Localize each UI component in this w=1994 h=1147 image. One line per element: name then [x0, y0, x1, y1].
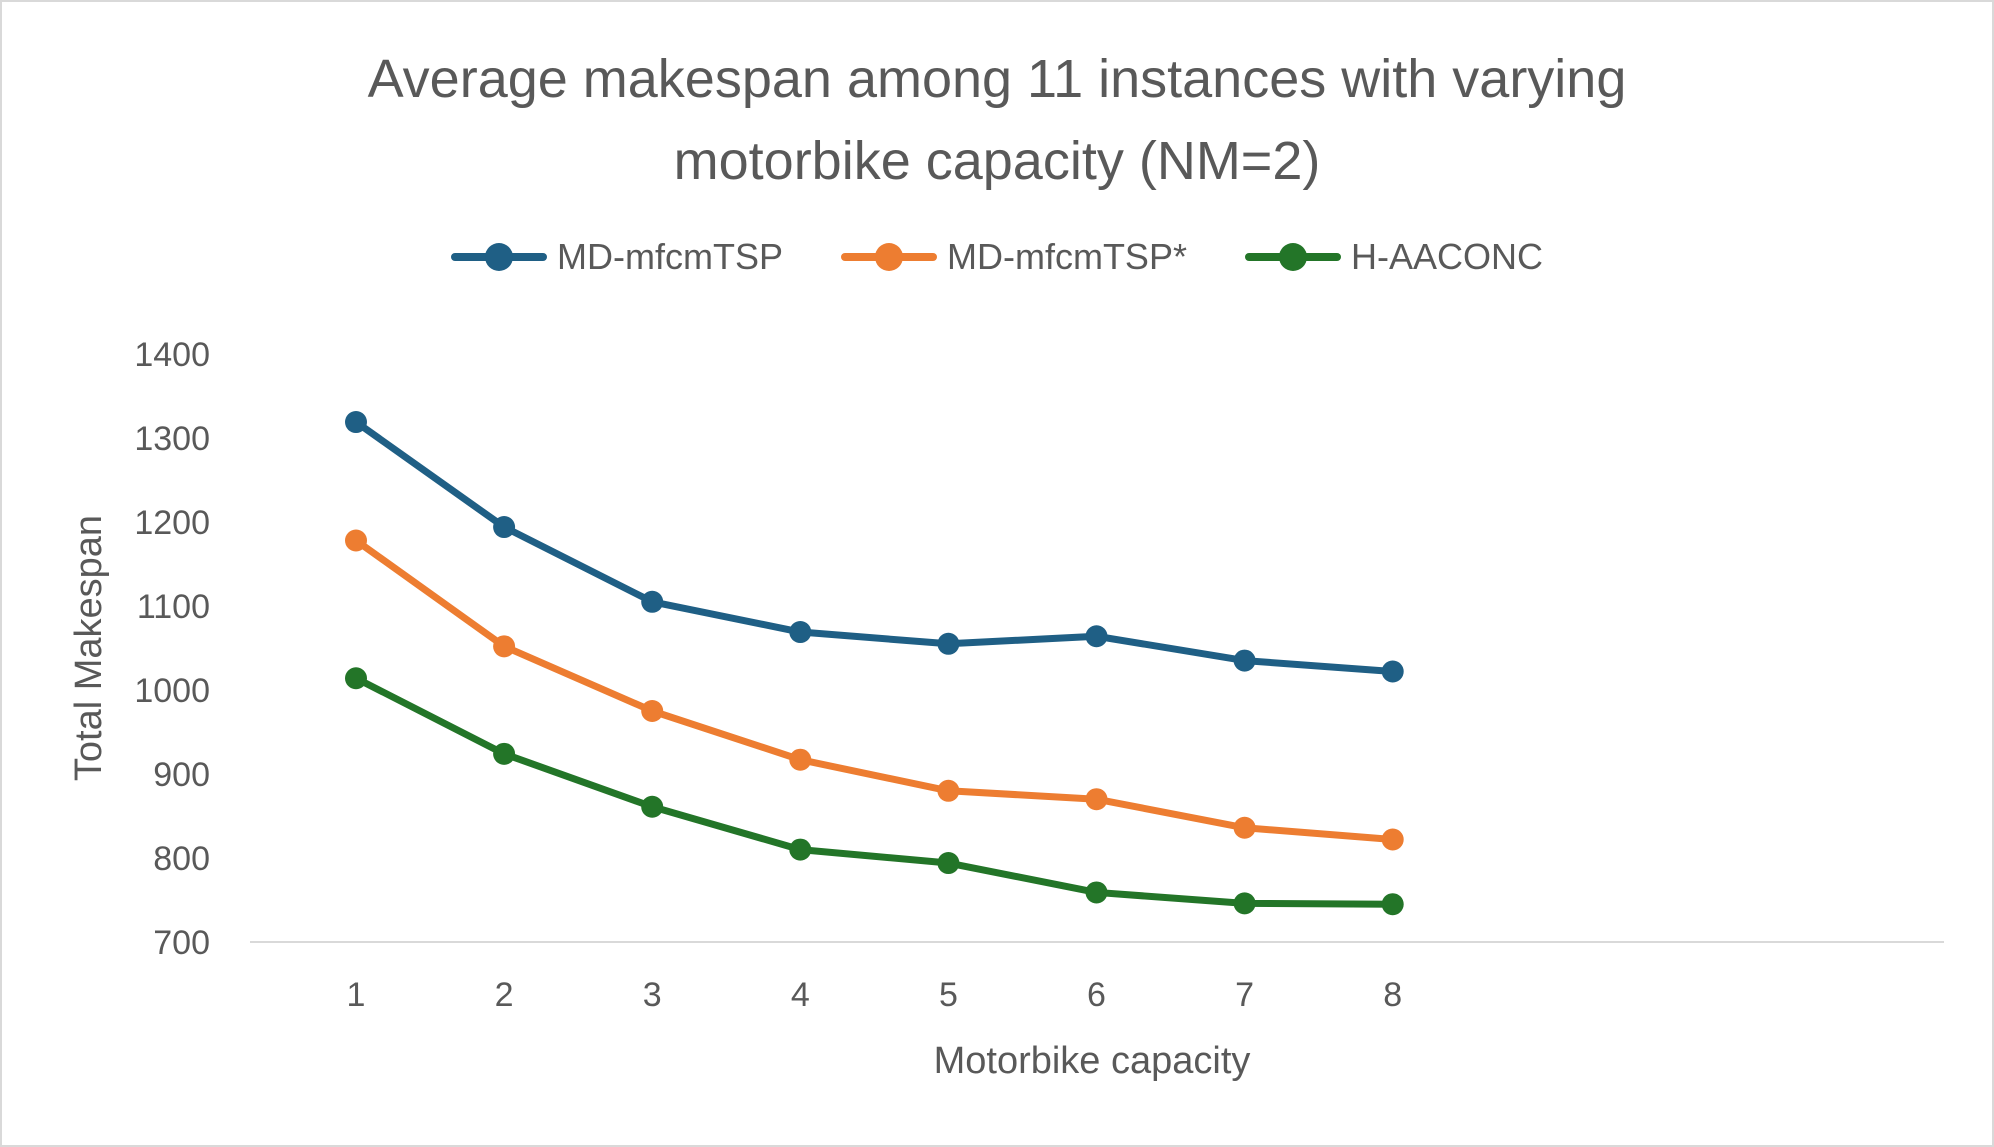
series-layer: [345, 411, 1404, 916]
data-point-h-aaconc: [345, 667, 367, 690]
chart-title: Average makespan among 11 instances with…: [0, 38, 1994, 202]
data-point-h-aaconc: [493, 742, 516, 765]
y-tick-label: 700: [153, 924, 210, 962]
x-axis-title: Motorbike capacity: [934, 1040, 1251, 1082]
legend-label-md-mfcmtsp-star: MD-mfcmTSP*: [946, 236, 1187, 277]
data-point-md-mfcmtsp-star: [789, 748, 812, 771]
legend-item-md-mfcmtsp: MD-mfcmTSP: [451, 236, 783, 278]
data-point-h-aaconc: [789, 838, 812, 861]
data-point-md-mfcmtsp: [789, 621, 812, 644]
data-point-md-mfcmtsp-star: [1381, 828, 1404, 851]
data-point-md-mfcmtsp-star: [493, 635, 516, 658]
data-point-md-mfcmtsp-star: [641, 700, 664, 722]
data-point-md-mfcmtsp: [641, 590, 664, 613]
chart-legend: MD-mfcmTSP MD-mfcmTSP* H-AACONC: [0, 236, 1994, 278]
legend-marker-h-aaconc: [1244, 243, 1341, 271]
x-tick-label: 4: [791, 976, 810, 1014]
data-point-h-aaconc: [937, 852, 960, 875]
x-tick-label: 8: [1383, 976, 1402, 1014]
series-line-md-mfcmtsp: [352, 418, 1397, 676]
chart-title-line-1: Average makespan among 11 instances with…: [367, 49, 1627, 109]
y-tick-label: 800: [153, 840, 210, 878]
legend-label-md-mfcmtsp: MD-mfcmTSP: [557, 236, 783, 277]
x-tick-label: 2: [495, 976, 514, 1014]
x-tick-label: 1: [347, 976, 366, 1014]
data-point-md-mfcmtsp-star: [937, 779, 960, 802]
data-point-md-mfcmtsp: [345, 411, 367, 434]
legend-marker-md-mfcmtsp-star: [840, 243, 937, 271]
y-axis-ticks: 700 800 900 1000 1100 1200 1300 1400: [134, 336, 210, 962]
x-axis-ticks: 1 2 3 4 5 6 7 8: [347, 976, 1403, 1014]
chart-title-line-2: motorbike capacity (NM=2): [673, 131, 1321, 191]
legend-marker-md-mfcmtsp: [451, 243, 548, 271]
x-tick-label: 5: [939, 976, 958, 1014]
x-tick-label: 6: [1087, 976, 1106, 1014]
data-point-md-mfcmtsp: [1233, 649, 1256, 672]
y-tick-label: 1200: [134, 504, 210, 542]
data-point-h-aaconc: [1381, 893, 1404, 916]
data-point-md-mfcmtsp: [493, 516, 516, 539]
data-point-md-mfcmtsp: [1381, 660, 1404, 683]
data-point-md-mfcmtsp-star: [345, 529, 367, 552]
legend-item-md-mfcmtsp-star: MD-mfcmTSP*: [840, 236, 1187, 278]
data-point-md-mfcmtsp: [937, 632, 960, 655]
y-tick-label: 1100: [137, 588, 210, 626]
y-tick-label: 1400: [134, 336, 210, 374]
y-tick-label: 900: [153, 756, 210, 794]
y-tick-label: 1300: [134, 420, 210, 458]
data-point-h-aaconc: [1085, 881, 1108, 904]
data-point-md-mfcmtsp-star: [1233, 816, 1256, 839]
data-point-md-mfcmtsp-star: [1085, 788, 1108, 811]
data-point-h-aaconc: [1233, 892, 1256, 915]
series-line-md-mfcmtsp-star: [352, 536, 1397, 844]
x-tick-label: 7: [1235, 976, 1254, 1014]
data-point-h-aaconc: [641, 795, 664, 818]
legend-label-h-aaconc: H-AACONC: [1350, 236, 1543, 277]
data-point-md-mfcmtsp: [1085, 625, 1108, 648]
y-tick-label: 1000: [134, 672, 210, 710]
series-line-h-aaconc: [352, 674, 1397, 908]
legend-item-h-aaconc: H-AACONC: [1244, 236, 1543, 278]
y-axis-title: Total Makespan: [68, 515, 110, 781]
x-tick-label: 3: [643, 976, 662, 1014]
